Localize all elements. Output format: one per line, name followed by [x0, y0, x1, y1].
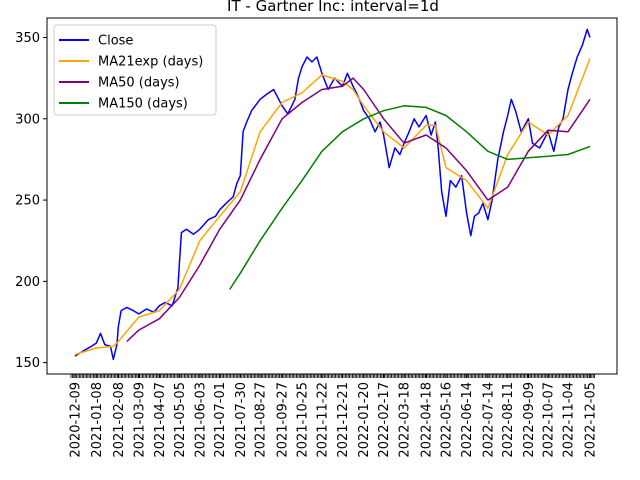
y-tick-label: 150 — [15, 356, 40, 371]
x-tick-label: 2021-09-27 — [276, 382, 291, 458]
x-tick-label: 2022-10-07 — [542, 382, 557, 458]
x-tick-label: 2021-02-08 — [112, 382, 127, 458]
x-tick-label: 2022-01-20 — [357, 382, 372, 458]
legend-label-0: Close — [98, 34, 133, 49]
x-tick-label: 2022-07-14 — [481, 382, 496, 458]
x-tick-label: 2022-04-18 — [420, 382, 435, 458]
legend-label-1: MA21exp (days) — [98, 55, 203, 70]
x-tick-label: 2021-08-27 — [254, 382, 269, 458]
x-tick-label: 2022-11-04 — [562, 382, 577, 458]
x-tick-label: 2022-08-11 — [501, 382, 516, 458]
y-tick-label: 300 — [15, 112, 40, 127]
x-tick-label: 2021-10-25 — [295, 382, 310, 458]
series-line-3 — [228, 105, 591, 290]
series-line-2 — [126, 77, 591, 343]
x-tick-label: 2020-12-09 — [69, 382, 84, 458]
x-axis: 2020-12-09 2021-01-08 2021-02-08 2021-03-09… — [69, 374, 599, 458]
plot-frame — [46, 17, 618, 375]
x-tick-label: 2021-07-30 — [234, 382, 249, 458]
x-tick-label: 2021-03-09 — [132, 382, 147, 458]
legend-label-3: MA150 (days) — [98, 97, 188, 112]
x-tick-label: 2021-11-22 — [315, 382, 330, 458]
legend: Close MA21exp (days) MA50 (days) MA150 (day… — [53, 24, 217, 116]
y-tick-label: 200 — [15, 275, 40, 290]
y-tick-label: 250 — [15, 194, 40, 209]
legend-box — [53, 24, 217, 116]
x-tick-label: 2021-01-08 — [90, 382, 105, 458]
legend-label-2: MA50 (days) — [98, 76, 180, 91]
x-minor-ticks — [70, 374, 595, 378]
x-tick-label: 2022-06-14 — [460, 382, 475, 458]
x-tick-label: 2021-07-01 — [213, 382, 228, 458]
x-tick-label: 2022-02-17 — [377, 382, 392, 458]
series-layer — [74, 28, 591, 361]
x-tick-label: 2022-12-05 — [584, 382, 599, 458]
x-tick-label: 2021-06-03 — [193, 382, 208, 458]
series-line-0 — [74, 28, 591, 361]
series-line-1 — [74, 58, 591, 356]
x-tick-label: 2022-05-16 — [439, 382, 454, 458]
x-tick-label: 2022-09-09 — [522, 382, 537, 458]
x-tick-label: 2022-03-18 — [398, 382, 413, 458]
x-tick-label: 2021-12-21 — [336, 382, 351, 458]
y-tick-label: 350 — [15, 31, 40, 46]
y-axis: 150 200 250 300 350 — [15, 31, 47, 371]
chart-title: IT - Gartner Inc: interval=1d — [227, 0, 439, 15]
x-tick-label: 2021-05-05 — [173, 382, 188, 458]
x-tick-label: 2021-04-07 — [153, 382, 168, 458]
